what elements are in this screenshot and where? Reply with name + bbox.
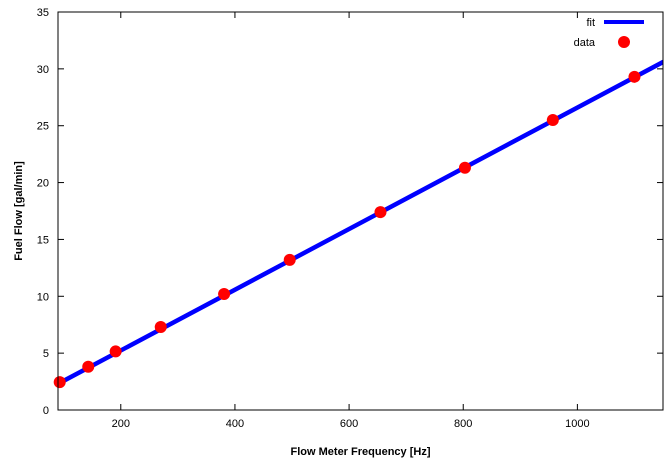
plot-frame	[57, 11, 664, 411]
x-tick-label: 400	[226, 418, 244, 430]
legend-data-label: data	[574, 37, 596, 49]
data-point	[82, 360, 95, 373]
y-tick-label: 35	[37, 7, 49, 19]
data-point	[283, 253, 296, 266]
fit-line	[58, 59, 663, 387]
data-point	[109, 345, 122, 358]
x-tick-label: 600	[340, 418, 358, 430]
legend: fit data	[574, 17, 644, 49]
series-layer	[53, 59, 663, 389]
data-point	[374, 206, 387, 219]
legend-fit-label: fit	[586, 17, 595, 29]
data-point	[218, 288, 231, 301]
data-point	[154, 320, 167, 333]
x-tick-label: 1000	[565, 418, 589, 430]
y-tick-label: 25	[37, 121, 49, 133]
data-point	[458, 161, 471, 174]
y-axis-title: Fuel Flow [gal/min]	[13, 161, 25, 261]
y-tick-label: 5	[43, 348, 49, 360]
data-point	[53, 376, 66, 389]
x-tick-label: 800	[454, 418, 472, 430]
y-tick-label: 20	[37, 178, 49, 190]
x-axis-title: Flow Meter Frequency [Hz]	[291, 446, 431, 458]
y-tick-label: 30	[37, 64, 49, 76]
ticks-layer: 200 400 600 800 1000 0 5 10 15 20 25 30 35	[37, 7, 663, 430]
legend-data-swatch	[618, 36, 630, 48]
x-tick-label: 200	[112, 418, 130, 430]
data-point	[628, 70, 641, 83]
y-tick-label: 15	[37, 234, 49, 246]
data-point	[546, 114, 559, 127]
y-tick-label: 10	[37, 291, 49, 303]
y-tick-label: 0	[43, 405, 49, 417]
